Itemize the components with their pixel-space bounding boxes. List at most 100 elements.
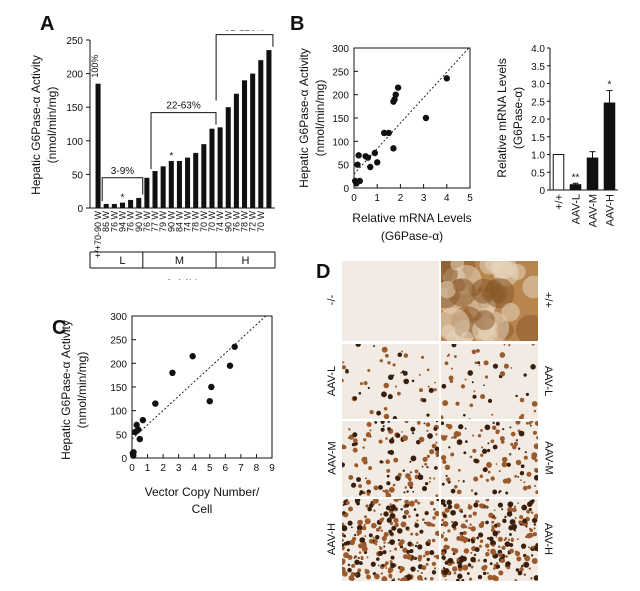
stained-cell: [483, 360, 489, 366]
stained-cell: [429, 550, 435, 556]
stained-cell: [368, 533, 373, 538]
stained-cell: [485, 543, 490, 548]
stained-cell: [524, 555, 531, 562]
stained-cell: [525, 421, 529, 425]
stained-cell: [359, 382, 363, 386]
stained-cell: [446, 499, 452, 506]
stained-cell: [447, 424, 453, 430]
tissue-background: [342, 261, 439, 341]
stained-cell: [492, 489, 498, 495]
stained-cell: [495, 522, 501, 528]
bar: [152, 171, 158, 208]
stained-cell: [530, 554, 534, 557]
stained-cell: [378, 485, 383, 490]
stained-cell: [364, 568, 367, 571]
stained-cell: [369, 429, 372, 432]
stained-cell: [370, 501, 373, 504]
stained-cell: [456, 561, 459, 565]
stained-cell: [510, 442, 514, 446]
y-tick-label: 300: [332, 44, 349, 55]
stained-cell: [436, 455, 439, 457]
stained-cell: [421, 465, 424, 468]
stained-cell: [363, 381, 368, 386]
stained-cell: [416, 421, 421, 425]
stained-cell: [509, 533, 512, 536]
stained-cell: [350, 526, 353, 529]
stained-cell: [383, 531, 389, 538]
stained-cell: [468, 514, 472, 518]
stained-cell: [431, 538, 436, 543]
stained-cell: [407, 481, 414, 487]
stained-cell: [353, 438, 358, 443]
data-point: [392, 91, 399, 98]
y-tick-label: 4.0: [531, 44, 545, 55]
stained-cell: [528, 532, 534, 538]
bar: [552, 154, 565, 191]
stained-cell: [403, 491, 406, 494]
stained-cell: [349, 539, 356, 546]
stained-cell: [517, 447, 521, 450]
stained-cell: [470, 489, 474, 492]
stained-cell: [428, 387, 434, 393]
micrograph-tile: [342, 261, 439, 341]
y-tick-label: 250: [110, 336, 127, 347]
bracket-mid: [150, 112, 217, 170]
stained-cell: [373, 485, 379, 491]
stained-cell: [497, 536, 503, 542]
y-tick-label: 200: [110, 359, 127, 370]
stained-cell: [460, 510, 463, 513]
stained-cell: [489, 562, 493, 566]
stained-cell: [397, 472, 402, 477]
stained-cell: [429, 477, 432, 480]
stained-cell: [528, 567, 531, 570]
stained-cell: [473, 476, 479, 482]
stained-cell: [361, 525, 367, 531]
panel-label-b: B: [290, 13, 305, 35]
stained-cell: [450, 488, 456, 494]
bar: [250, 73, 256, 208]
stain-patch: [474, 310, 495, 331]
stained-cell: [507, 538, 511, 541]
stained-cell: [425, 562, 429, 566]
stained-cell: [386, 481, 391, 486]
data-point: [443, 75, 450, 82]
stained-cell: [395, 433, 401, 438]
y-tick-label: 250: [332, 67, 349, 78]
stained-cell: [371, 538, 378, 545]
stained-cell: [528, 527, 532, 531]
stained-cell: [406, 490, 409, 493]
stained-cell: [433, 477, 436, 480]
stained-cell: [383, 382, 390, 389]
stained-cell: [515, 568, 520, 572]
stained-cell: [457, 563, 463, 569]
stained-cell: [404, 499, 410, 505]
stained-cell: [487, 549, 490, 552]
stained-cell: [481, 446, 484, 449]
stained-cell: [458, 424, 464, 430]
stained-cell: [517, 476, 520, 478]
stained-cell: [402, 547, 408, 553]
stained-cell: [465, 440, 468, 443]
stained-cell: [417, 556, 420, 560]
stained-cell: [435, 421, 438, 423]
data-point: [356, 177, 363, 185]
stained-cell: [402, 469, 406, 472]
stained-cell: [510, 431, 516, 437]
data-point: [189, 353, 196, 360]
stained-cell: [427, 539, 431, 543]
stained-cell: [358, 561, 363, 566]
stained-cell: [348, 475, 354, 480]
stained-cell: [477, 559, 481, 562]
stained-cell: [354, 572, 361, 578]
stained-cell: [375, 543, 378, 546]
bar: [569, 184, 582, 191]
stained-cell: [444, 560, 449, 565]
stained-cell: [411, 379, 415, 383]
stained-cell: [470, 538, 474, 542]
stained-cell: [499, 371, 506, 377]
stained-cell: [480, 521, 485, 525]
annotation-high: 81-128%: [225, 30, 265, 34]
stained-cell: [382, 489, 385, 493]
